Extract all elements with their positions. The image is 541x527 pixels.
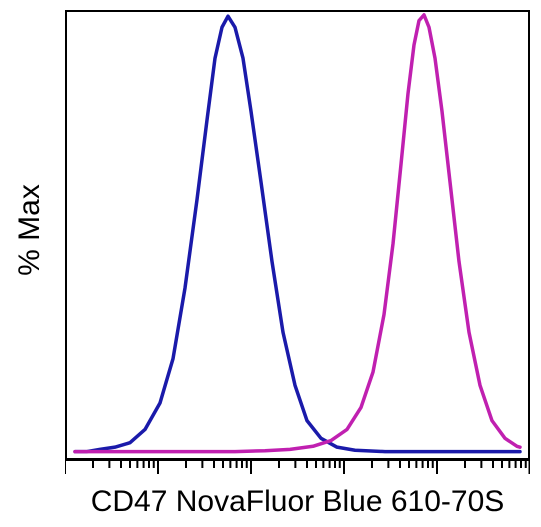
x-axis-label: CD47 NovaFluor Blue 610-70S (65, 485, 530, 519)
plot-svg (65, 10, 530, 480)
histogram-chart: % Max CD47 NovaFluor Blue 610-70S (0, 0, 541, 527)
x-axis-ticks (65, 460, 530, 474)
y-axis-label-container: % Max (10, 0, 50, 460)
plot-area (65, 10, 530, 460)
y-axis-label: % Max (13, 184, 47, 276)
